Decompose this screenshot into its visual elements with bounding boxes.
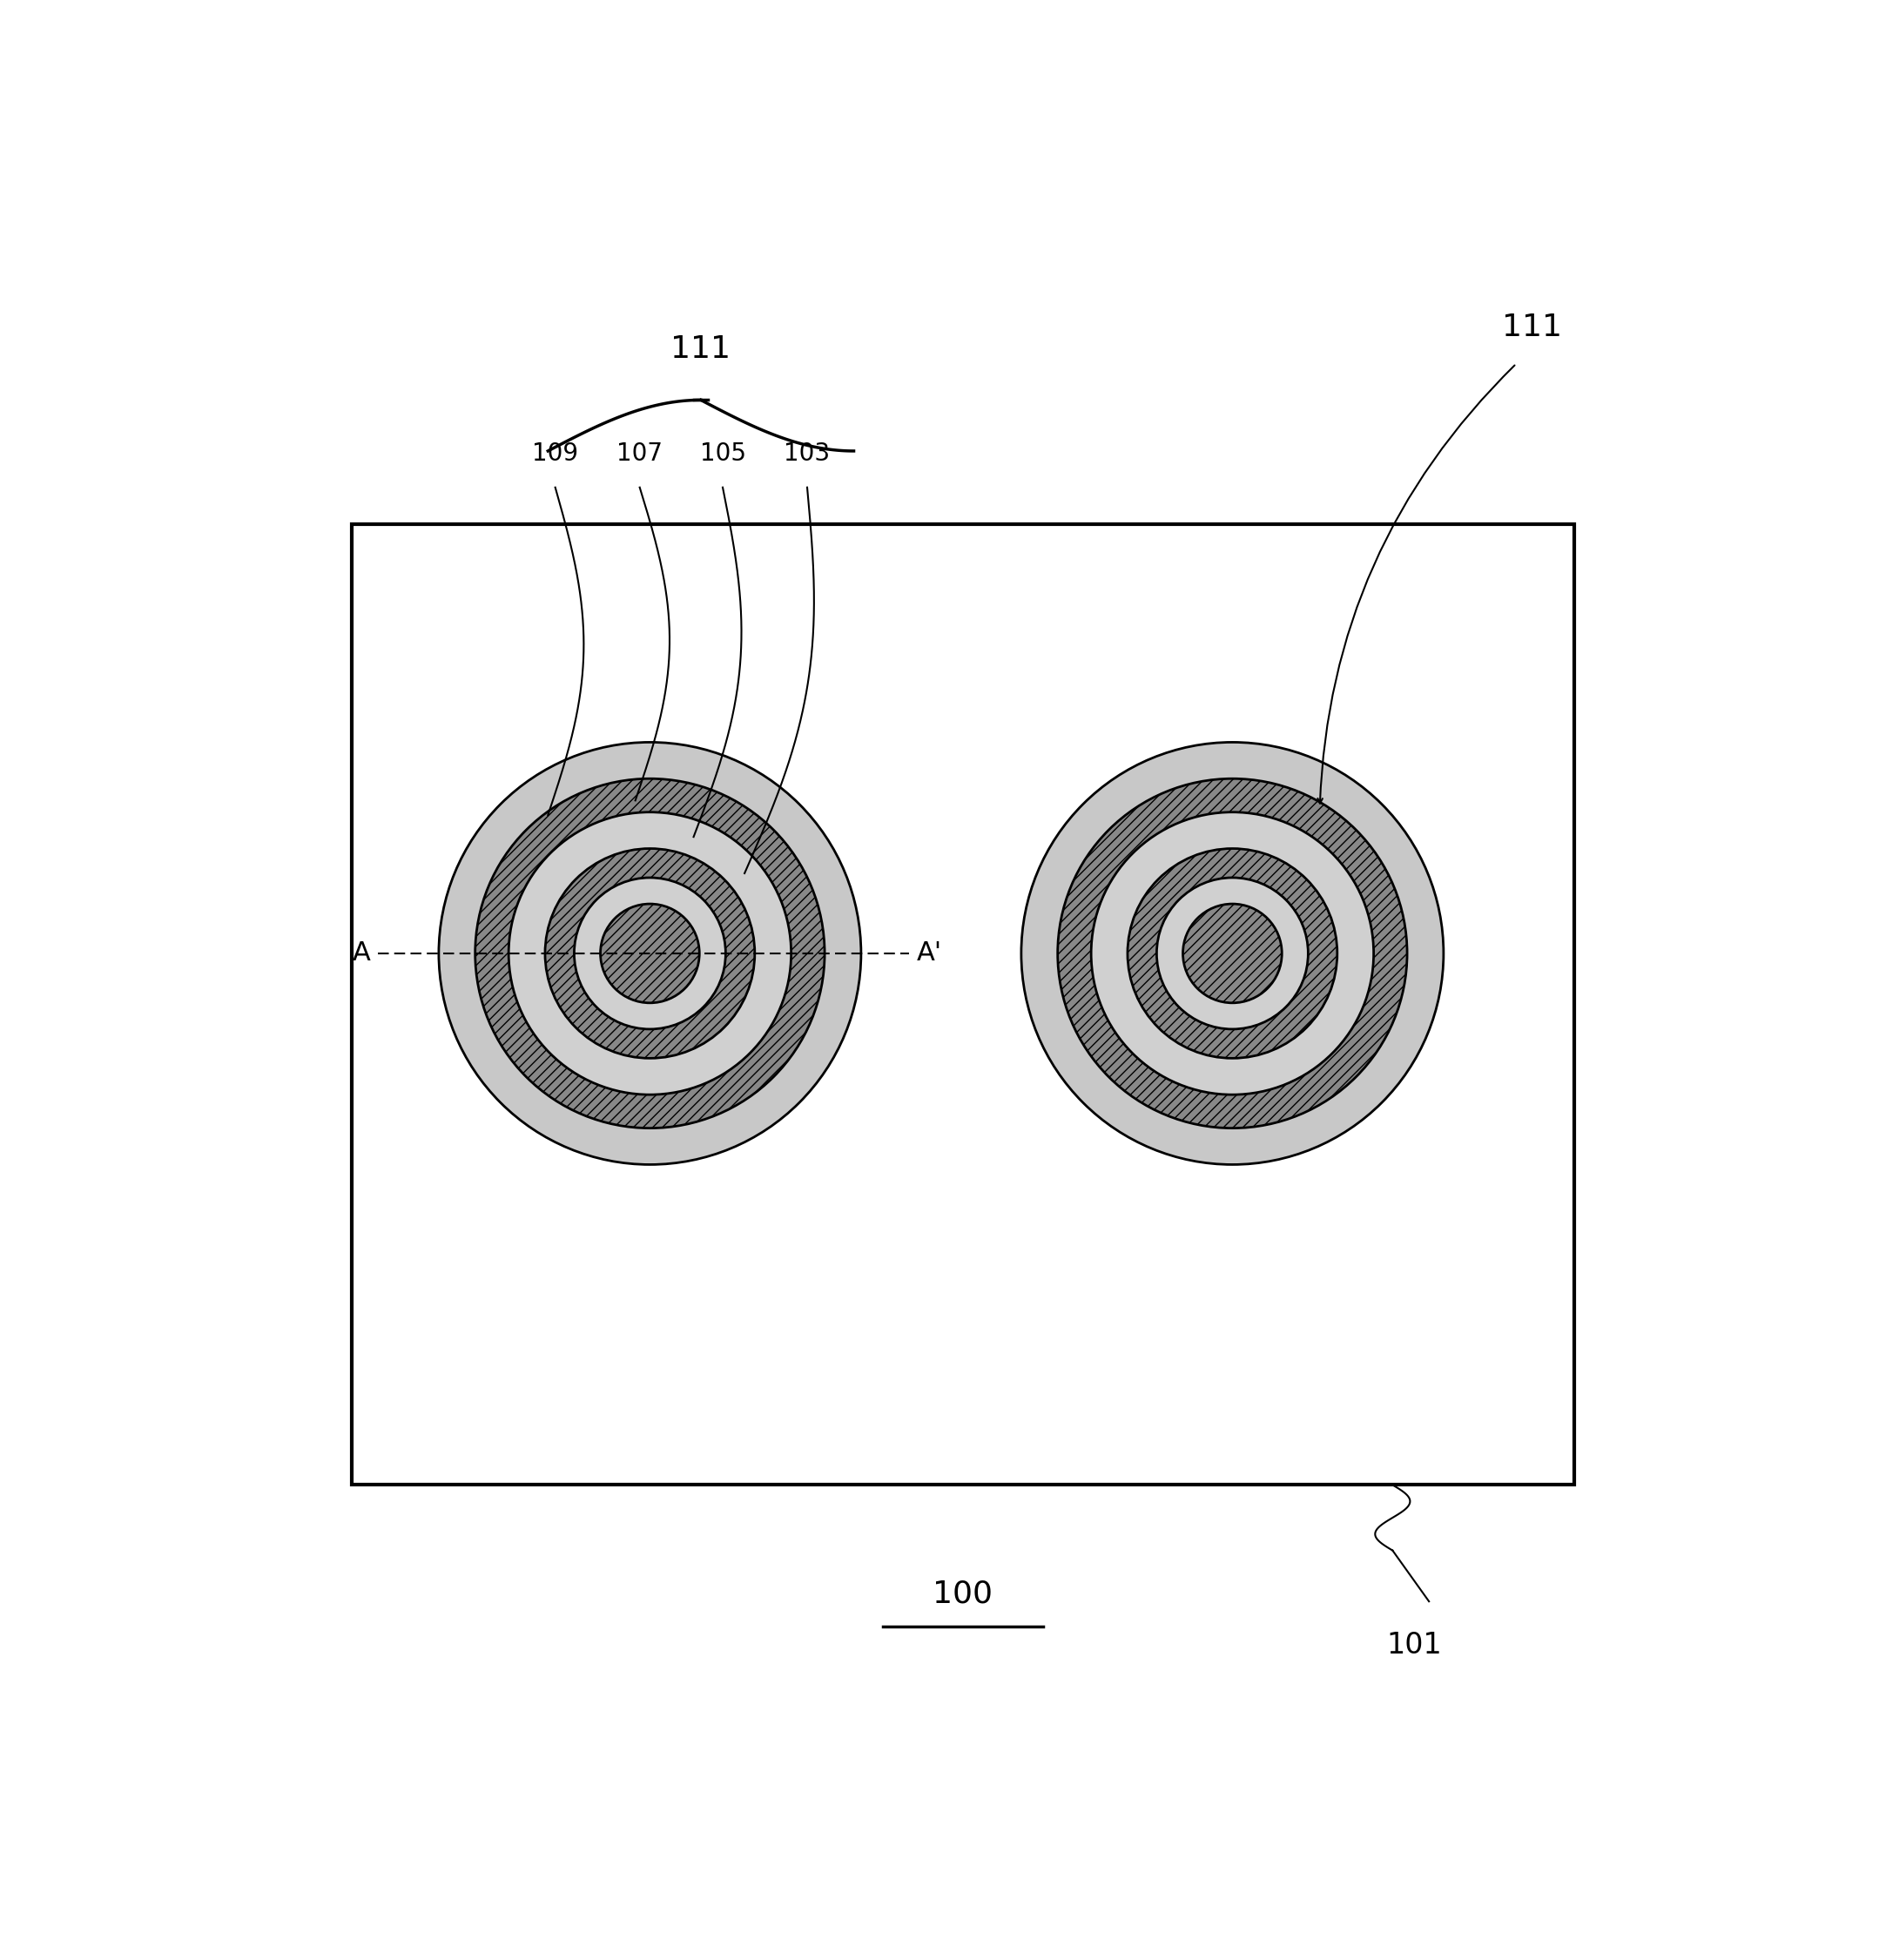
Text: 103: 103	[784, 441, 831, 466]
Circle shape	[1127, 849, 1338, 1058]
Text: 101: 101	[1387, 1631, 1443, 1660]
Circle shape	[475, 778, 825, 1129]
Circle shape	[545, 849, 755, 1058]
Circle shape	[1184, 904, 1281, 1004]
Text: 105: 105	[699, 441, 746, 466]
Circle shape	[438, 743, 861, 1164]
Circle shape	[509, 811, 791, 1094]
Circle shape	[575, 878, 725, 1029]
Text: 100: 100	[934, 1580, 992, 1609]
Text: 111: 111	[671, 333, 731, 365]
Circle shape	[1058, 778, 1407, 1129]
Circle shape	[1022, 743, 1443, 1164]
Text: 111: 111	[1501, 312, 1561, 341]
Circle shape	[1092, 811, 1374, 1094]
Bar	[351, 523, 1575, 1486]
Circle shape	[601, 904, 699, 1004]
Text: 107: 107	[616, 441, 663, 466]
Circle shape	[1157, 878, 1308, 1029]
Text: A': A'	[917, 941, 941, 966]
Text: 109: 109	[532, 441, 579, 466]
Text: A: A	[351, 941, 370, 966]
